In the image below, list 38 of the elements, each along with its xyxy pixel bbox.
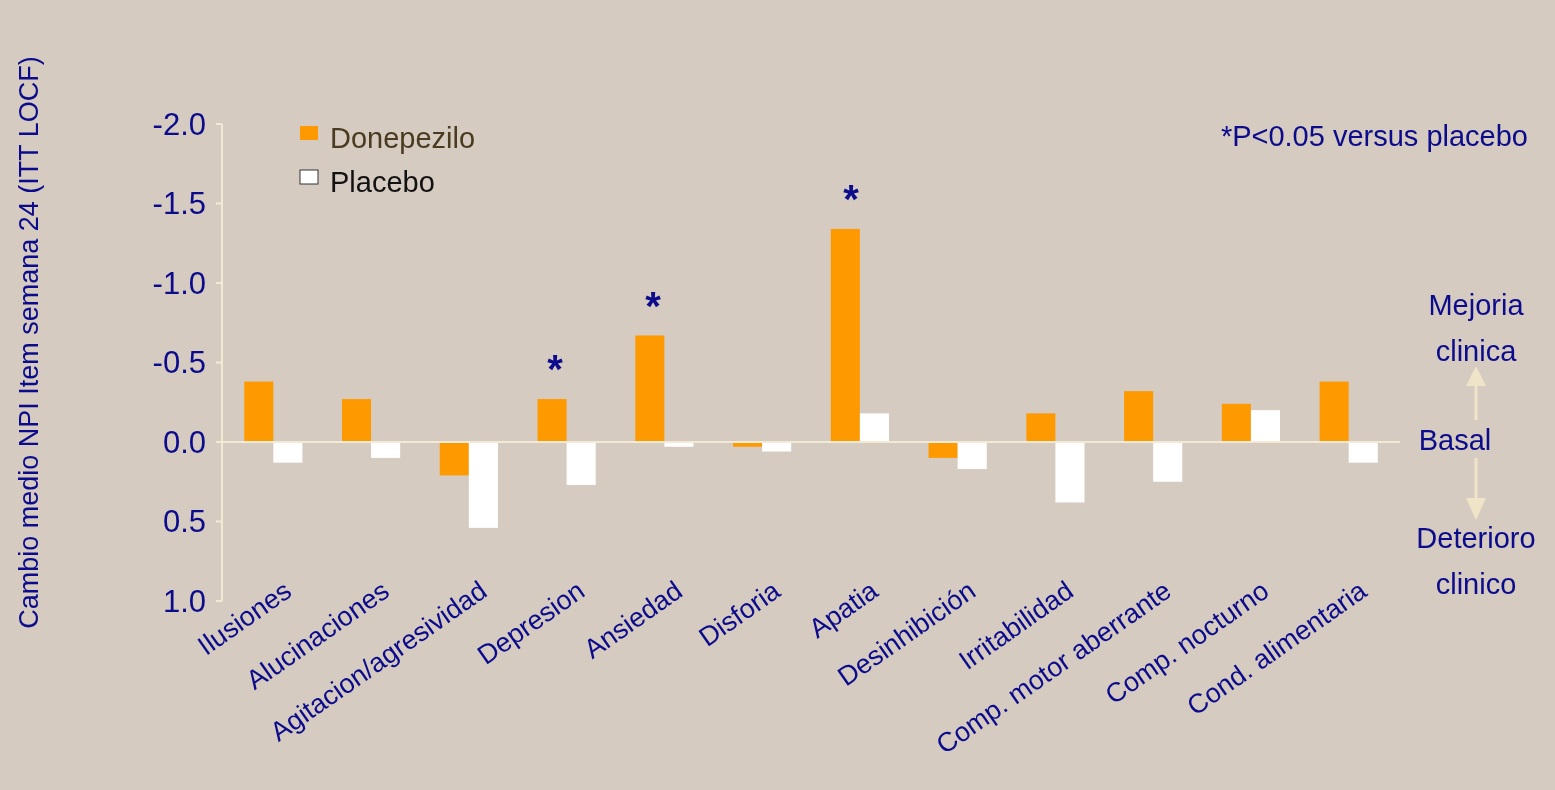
y-tick-label: 0.5 — [162, 504, 206, 540]
bar — [1319, 381, 1349, 442]
bar — [928, 442, 958, 458]
legend-label: Donepezilo — [330, 122, 476, 154]
legend-label: Placebo — [330, 166, 435, 198]
annotation: * — [645, 284, 662, 328]
bar — [537, 399, 567, 442]
bar — [1026, 413, 1056, 442]
bar — [1221, 403, 1251, 442]
bar — [830, 228, 860, 442]
bar — [566, 442, 596, 485]
bar — [762, 442, 792, 452]
bar — [273, 442, 303, 463]
bar — [957, 442, 987, 470]
text: Deterioro clinico — [1416, 522, 1536, 600]
text: Mejoria clinica — [1428, 289, 1525, 367]
bar — [1348, 442, 1378, 463]
bar — [468, 442, 498, 528]
y-tick-label: -2.0 — [152, 106, 206, 142]
annotation: * — [843, 177, 860, 221]
annotation: * — [547, 347, 564, 391]
bar — [342, 399, 372, 442]
bar — [635, 335, 665, 442]
bar — [1153, 442, 1183, 482]
y-tick-label: -1.5 — [152, 186, 206, 222]
y-tick-label: -0.5 — [152, 345, 206, 381]
y-tick-label: 0.0 — [162, 424, 206, 460]
bar — [371, 442, 401, 458]
y-tick-label: -1.0 — [152, 265, 206, 301]
y-axis-title: Cambio medio NPI Item semana 24 (ITT LOCF) — [14, 56, 44, 629]
bar — [1055, 442, 1085, 503]
bar — [439, 442, 469, 476]
bar — [1124, 391, 1154, 442]
annotation: *P<0.05 versus placebo — [1220, 120, 1528, 152]
bar — [859, 413, 889, 442]
bar — [1250, 410, 1280, 442]
text: Basal — [1418, 424, 1492, 456]
bar — [244, 381, 274, 442]
